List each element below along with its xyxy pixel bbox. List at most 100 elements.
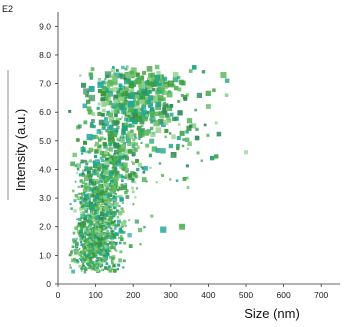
data-point	[112, 168, 115, 171]
data-point	[96, 268, 100, 272]
data-point	[80, 270, 83, 272]
data-point	[162, 101, 166, 105]
data-point	[78, 248, 81, 250]
data-point	[100, 264, 104, 267]
data-point	[91, 239, 94, 242]
data-point	[117, 195, 120, 198]
data-point	[112, 213, 115, 216]
data-point	[80, 228, 83, 232]
data-point	[90, 267, 94, 271]
data-point	[118, 83, 123, 88]
data-point	[92, 124, 96, 129]
y-tick-label: 4.0	[39, 164, 51, 174]
data-point	[154, 111, 160, 117]
data-point	[143, 166, 148, 171]
data-point	[90, 210, 95, 214]
data-point	[84, 159, 87, 163]
data-point	[96, 193, 98, 196]
data-point	[124, 101, 131, 108]
data-point	[97, 111, 102, 116]
data-point	[149, 109, 155, 115]
data-point	[121, 130, 126, 135]
data-point	[124, 190, 128, 195]
data-point	[102, 126, 106, 129]
data-point	[117, 236, 120, 239]
data-point	[167, 118, 172, 123]
data-point	[75, 246, 78, 249]
data-point	[96, 244, 100, 248]
data-point	[94, 194, 100, 200]
data-point	[161, 97, 166, 102]
data-point	[86, 150, 89, 154]
data-point	[117, 100, 121, 103]
data-point	[95, 260, 98, 263]
data-point	[74, 246, 76, 248]
data-point	[169, 112, 174, 117]
data-point	[147, 85, 152, 91]
data-point	[131, 144, 136, 149]
data-point	[99, 150, 104, 156]
data-point	[87, 255, 91, 259]
data-point	[135, 167, 140, 172]
data-point	[101, 269, 104, 272]
data-point	[206, 133, 210, 137]
data-point	[107, 230, 109, 232]
data-point	[108, 112, 114, 118]
data-point	[102, 252, 106, 255]
data-point	[70, 161, 75, 167]
data-point	[84, 266, 87, 268]
data-point	[141, 167, 145, 170]
data-point	[89, 248, 92, 250]
data-point	[80, 159, 85, 164]
data-point	[94, 159, 100, 165]
data-point	[94, 229, 98, 233]
data-point	[100, 90, 107, 97]
data-point	[74, 260, 78, 264]
data-point	[168, 143, 173, 149]
data-point	[82, 268, 84, 270]
data-point	[101, 222, 103, 225]
data-point	[120, 116, 123, 119]
data-point	[140, 95, 146, 100]
data-point	[96, 242, 99, 245]
data-point	[87, 256, 90, 258]
data-point	[131, 105, 136, 109]
y-tick-group: 0 1.0 2.0 3.0 4.0 5.0 6.0 7.0 8.0 9.0	[39, 21, 58, 289]
data-point	[105, 213, 109, 217]
data-point	[122, 231, 126, 234]
data-point	[94, 235, 97, 239]
data-point	[93, 251, 96, 253]
data-point	[87, 252, 90, 255]
data-point	[127, 94, 131, 98]
data-point	[107, 201, 112, 205]
data-point	[106, 90, 109, 93]
data-point	[87, 109, 93, 115]
data-point	[117, 111, 120, 114]
data-point	[100, 180, 104, 183]
data-point	[120, 138, 125, 143]
data-point	[106, 195, 110, 199]
data-point	[121, 210, 125, 213]
data-point	[107, 147, 111, 151]
data-point	[89, 166, 93, 170]
y-axis: 0 1.0 2.0 3.0 4.0 5.0 6.0 7.0 8.0 9.0	[39, 12, 59, 289]
data-point	[93, 230, 96, 233]
data-point	[75, 239, 77, 242]
data-point	[93, 224, 95, 226]
data-point	[120, 179, 124, 182]
data-point	[102, 260, 104, 262]
data-point	[112, 268, 117, 273]
data-point	[101, 113, 105, 117]
data-point	[88, 260, 93, 264]
data-point	[132, 141, 136, 146]
data-point	[88, 147, 93, 153]
data-point	[98, 163, 102, 168]
data-point	[112, 166, 117, 171]
data-point	[128, 82, 135, 88]
data-point	[174, 116, 179, 121]
data-point	[165, 115, 171, 121]
data-point	[134, 196, 137, 199]
data-point	[102, 175, 107, 180]
data-point	[80, 202, 84, 206]
data-point	[156, 71, 161, 76]
